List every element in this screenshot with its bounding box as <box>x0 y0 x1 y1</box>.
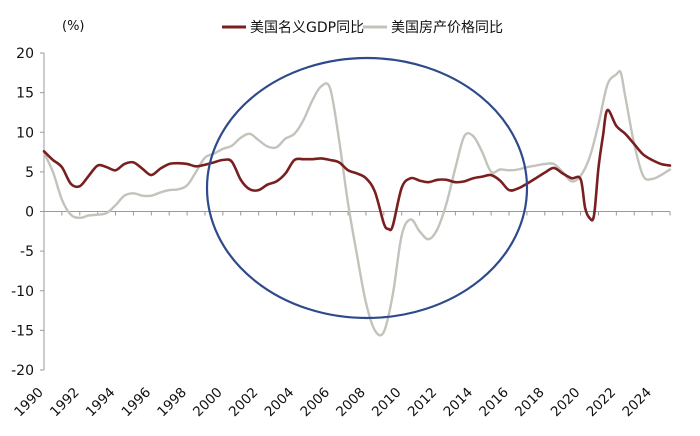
x-tick-label: 2000 <box>190 385 226 421</box>
x-tick-label: 2014 <box>440 385 476 421</box>
x-tick-label: 2004 <box>262 385 298 421</box>
y-tick-label: 20 <box>16 46 34 62</box>
x-tick-label: 2002 <box>226 385 262 421</box>
x-tick-label: 2012 <box>405 385 441 421</box>
y-axis-unit: (%) <box>62 19 85 34</box>
x-tick-label: 2022 <box>584 385 620 421</box>
x-tick-label: 1994 <box>83 385 119 421</box>
y-tick-label: 5 <box>25 165 34 181</box>
y-tick-label: 10 <box>16 125 34 141</box>
x-tick-label: 2008 <box>333 385 369 421</box>
x-tick-label: 1998 <box>154 385 190 421</box>
series-line-house-price <box>42 69 672 337</box>
y-tick-label: -20 <box>11 363 34 379</box>
legend-label-house-price: 美国房产价格同比 <box>391 20 503 36</box>
x-tick-label: 2016 <box>476 385 512 421</box>
legend: 美国名义GDP同比 美国房产价格同比 <box>222 20 503 36</box>
x-tick-label: 2006 <box>297 385 333 421</box>
y-tick-label: 15 <box>16 86 34 102</box>
y-tick-label: -15 <box>11 323 34 339</box>
x-tick-label: 2010 <box>369 385 405 421</box>
y-tick-label: -5 <box>20 244 34 260</box>
y-tick-label: -10 <box>11 284 34 300</box>
legend-label-gdp: 美国名义GDP同比 <box>250 20 364 36</box>
x-tick-label: 1992 <box>47 385 83 421</box>
y-tick-label: 0 <box>25 205 34 221</box>
series-group <box>42 69 672 337</box>
series-line-gdp <box>42 108 672 232</box>
x-tick-label: 2018 <box>512 385 548 421</box>
y-axis: 20 15 10 5 0 -5 -10 -15 -20 <box>11 46 45 379</box>
x-tick-label: 2024 <box>619 385 655 421</box>
x-tick-label: 2020 <box>548 385 584 421</box>
annotation-ellipse <box>205 56 529 320</box>
x-tick-label: 1996 <box>119 385 155 421</box>
x-tick-label: 1990 <box>11 385 47 421</box>
